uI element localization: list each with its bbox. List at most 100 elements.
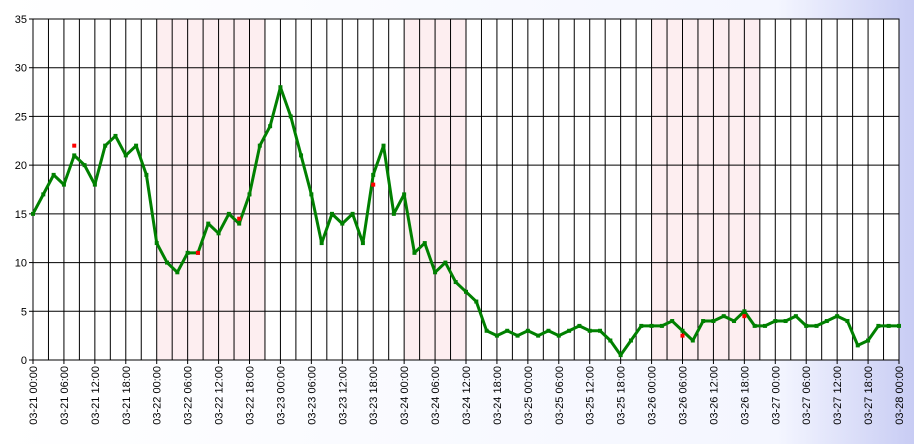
- data-point: [72, 153, 77, 158]
- data-point: [845, 319, 850, 324]
- data-point: [216, 231, 221, 236]
- x-tick-label: 03-22 18:00: [245, 366, 257, 425]
- data-point: [319, 241, 324, 246]
- data-point: [412, 250, 417, 255]
- data-point: [525, 328, 530, 333]
- data-point: [340, 221, 345, 226]
- data-point: [474, 299, 479, 304]
- x-tick-label: 03-25 06:00: [554, 366, 566, 425]
- data-point: [278, 85, 283, 90]
- x-tick-label: 03-25 18:00: [616, 366, 628, 425]
- plot-border: [32, 18, 900, 361]
- x-tick-label: 03-26 00:00: [647, 366, 659, 425]
- data-point: [350, 211, 355, 216]
- data-point: [783, 319, 788, 324]
- data-point: [268, 124, 273, 129]
- shaded-range: [651, 19, 760, 360]
- data-point: [51, 172, 56, 177]
- data-point: [82, 163, 87, 168]
- data-point: [876, 323, 881, 328]
- x-tick-label: 03-21 00:00: [28, 366, 40, 425]
- y-tick-label: 5: [21, 306, 27, 318]
- data-point: [670, 319, 675, 324]
- data-point: [628, 338, 633, 343]
- x-tick-label: 03-22 12:00: [214, 366, 226, 425]
- marker-point: [680, 333, 685, 338]
- data-point: [360, 241, 365, 246]
- data-point: [494, 333, 499, 338]
- data-point: [134, 143, 139, 148]
- data-point: [897, 323, 901, 328]
- data-point: [835, 314, 840, 319]
- data-point: [639, 323, 644, 328]
- x-tick-label: 03-26 06:00: [678, 366, 690, 425]
- data-point: [505, 328, 510, 333]
- data-point: [92, 182, 97, 187]
- x-tick-label: 03-27 18:00: [863, 366, 875, 425]
- data-point: [659, 323, 664, 328]
- data-point: [154, 241, 159, 246]
- data-point: [185, 250, 190, 255]
- data-point: [433, 270, 438, 275]
- x-tick-label: 03-25 12:00: [585, 366, 597, 425]
- data-point: [814, 323, 819, 328]
- data-point: [443, 260, 448, 265]
- x-tick-label: 03-26 18:00: [739, 366, 751, 425]
- y-tick-label: 30: [15, 63, 27, 75]
- y-tick-label: 35: [15, 14, 27, 26]
- data-point: [855, 343, 860, 348]
- data-point: [371, 172, 376, 177]
- x-tick-label: 03-27 06:00: [801, 366, 813, 425]
- data-point: [41, 192, 46, 197]
- data-point: [299, 153, 304, 158]
- x-tick-label: 03-23 12:00: [337, 366, 349, 425]
- x-tick-label: 03-21 06:00: [59, 366, 71, 425]
- x-tick-label: 03-26 12:00: [708, 366, 720, 425]
- data-point: [464, 289, 468, 294]
- data-point: [175, 270, 180, 275]
- x-tick-label: 03-24 12:00: [461, 366, 473, 425]
- data-point: [113, 133, 118, 138]
- data-point: [556, 333, 561, 338]
- data-point: [680, 328, 685, 333]
- data-point: [567, 328, 572, 333]
- x-tick-label: 03-21 18:00: [121, 366, 133, 425]
- y-tick-label: 15: [15, 209, 27, 221]
- x-tick-label: 03-23 00:00: [275, 366, 287, 425]
- data-point: [237, 221, 242, 226]
- data-point: [618, 353, 623, 358]
- x-tick-label: 03-28 00:00: [894, 366, 906, 425]
- data-point: [546, 328, 551, 333]
- data-point: [721, 314, 726, 319]
- data-point: [165, 260, 170, 265]
- data-point: [391, 211, 396, 216]
- data-point: [226, 211, 231, 216]
- x-tick-label: 03-24 06:00: [430, 366, 442, 425]
- data-point: [866, 338, 871, 343]
- data-point: [309, 192, 314, 197]
- x-tick-label: 03-24 18:00: [492, 366, 504, 425]
- data-point: [206, 221, 211, 226]
- data-point: [649, 323, 654, 328]
- y-tick-label: 20: [15, 160, 27, 172]
- x-tick-label: 03-27 12:00: [832, 366, 844, 425]
- data-point: [422, 241, 427, 246]
- x-tick-label: 03-24 00:00: [399, 366, 411, 425]
- data-point: [31, 211, 35, 216]
- x-tick-label: 03-22 06:00: [183, 366, 195, 425]
- data-point: [598, 328, 603, 333]
- x-tick-label: 03-21 12:00: [90, 366, 102, 425]
- data-point: [701, 319, 706, 324]
- data-point: [886, 323, 891, 328]
- marker-point: [195, 250, 200, 255]
- data-point: [103, 143, 108, 148]
- marker-point: [742, 314, 747, 319]
- shaded-range: [156, 19, 265, 360]
- data-point: [762, 323, 767, 328]
- data-point: [711, 319, 716, 324]
- data-point: [804, 323, 809, 328]
- data-point: [247, 192, 252, 197]
- data-point: [742, 309, 747, 314]
- data-point: [793, 314, 798, 319]
